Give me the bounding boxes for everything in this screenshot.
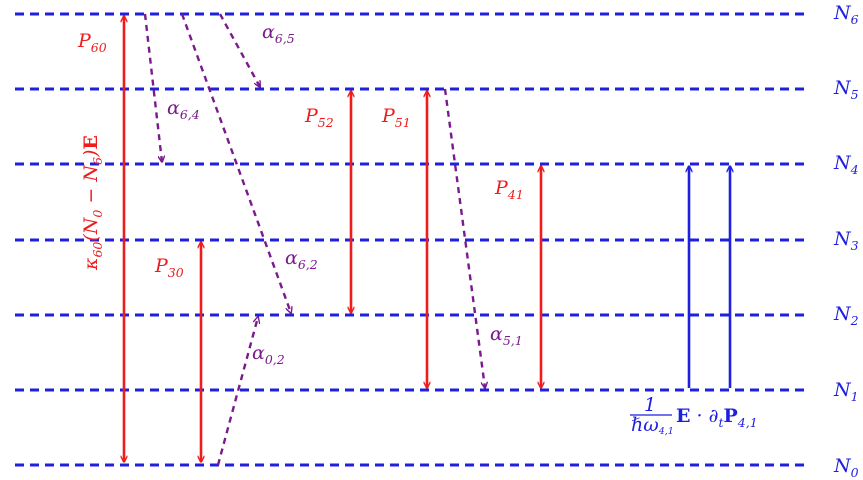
decay-label-a51: α5,1 [490,323,523,348]
coupling-label: 1 ℏω4,1 E · ∂tP4,1 [630,394,758,437]
pump-label-p41: P41 [494,177,524,202]
decay-label-a64: α6,4 [167,97,200,122]
pump-label-p52: P52 [304,105,334,130]
pump-label-p51: P51 [381,105,411,130]
kappa-label: κ60(N0 − N6)E [80,135,105,271]
decay-arrow-a62 [180,13,291,313]
level-label-n5: N5 [833,77,859,102]
level-label-n3: N3 [833,228,859,253]
pump-label-p30: P30 [154,255,184,280]
coupling-fraction-numerator: 1 [644,394,656,416]
pump-label-p60: P60 [77,30,107,55]
decay-label-a62: α6,2 [285,247,318,272]
decay-arrow-a65 [218,13,260,87]
level-label-n0: N0 [833,455,859,480]
level-label-n4: N4 [833,152,859,177]
decay-arrow-a02 [216,317,258,466]
decay-arrow-a64 [143,13,162,162]
decay-label-a65: α6,5 [262,21,295,46]
coupling-fraction-denominator: ℏω4,1 [631,414,674,437]
level-label-n6: N6 [833,2,859,27]
level-label-n1: N1 [833,379,859,404]
coupling-expression: E · ∂tP4,1 [676,405,758,430]
level-label-n2: N2 [833,303,859,328]
decay-label-a02: α0,2 [252,342,285,367]
